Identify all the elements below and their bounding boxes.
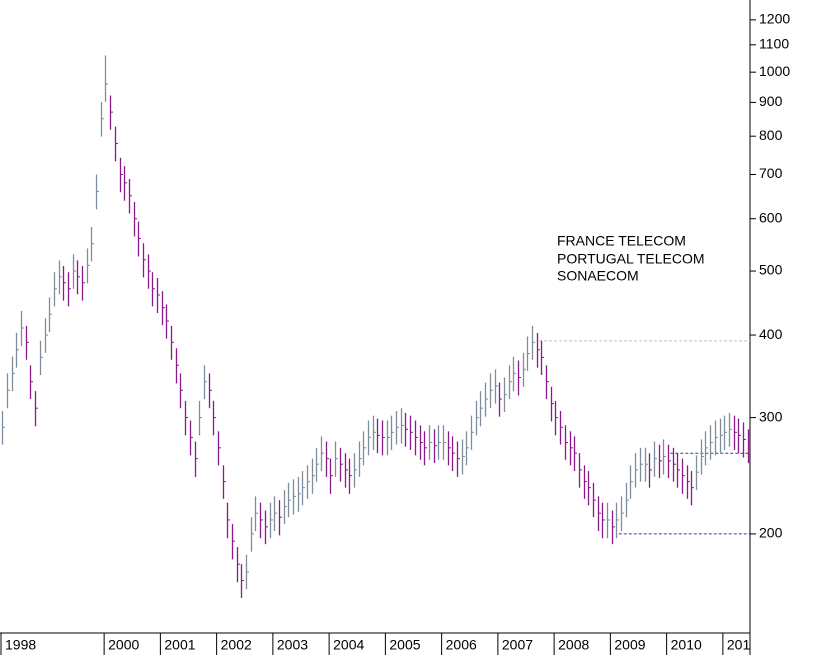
annotation: FRANCE TELECOM: [557, 233, 686, 249]
x-tick-label: 2001: [164, 637, 195, 653]
y-tick-label: 800: [759, 127, 783, 143]
x-tick-label: 2011: [727, 637, 757, 653]
annotation: PORTUGAL TELECOM: [557, 251, 705, 267]
x-tick-label: 2005: [389, 637, 420, 653]
plot-area: 1998 2000 2001 2002 2003 2004 2005 2006 2007 2008…: [1, 55, 757, 653]
y-tick-label: 300: [759, 408, 783, 424]
y-tick-label: 1200: [759, 11, 790, 27]
x-tick-label: 2009: [614, 637, 645, 653]
y-tick-label: 400: [759, 326, 783, 342]
x-tick-label: 2003: [277, 637, 308, 653]
x-tick-label: 2007: [502, 637, 533, 653]
x-tick-label: 1998: [5, 637, 36, 653]
x-tick-label: 2006: [446, 637, 477, 653]
annotation: SONAECOM: [557, 268, 639, 284]
y-tick-label: 500: [759, 262, 783, 278]
y-tick-label: 900: [759, 93, 783, 109]
y-tick-label: 700: [759, 165, 783, 181]
y-tick-label: 600: [759, 209, 783, 225]
x-tick-label: 2010: [671, 637, 702, 653]
x-tick-label: 2004: [333, 637, 364, 653]
x-tick-label: 2002: [221, 637, 252, 653]
x-tick-label: 2008: [558, 637, 589, 653]
x-tick-label: 2000: [108, 637, 139, 653]
y-tick-label: 200: [759, 525, 783, 541]
y-tick-label: 1000: [759, 63, 790, 79]
y-tick-label: 1100: [759, 36, 789, 52]
